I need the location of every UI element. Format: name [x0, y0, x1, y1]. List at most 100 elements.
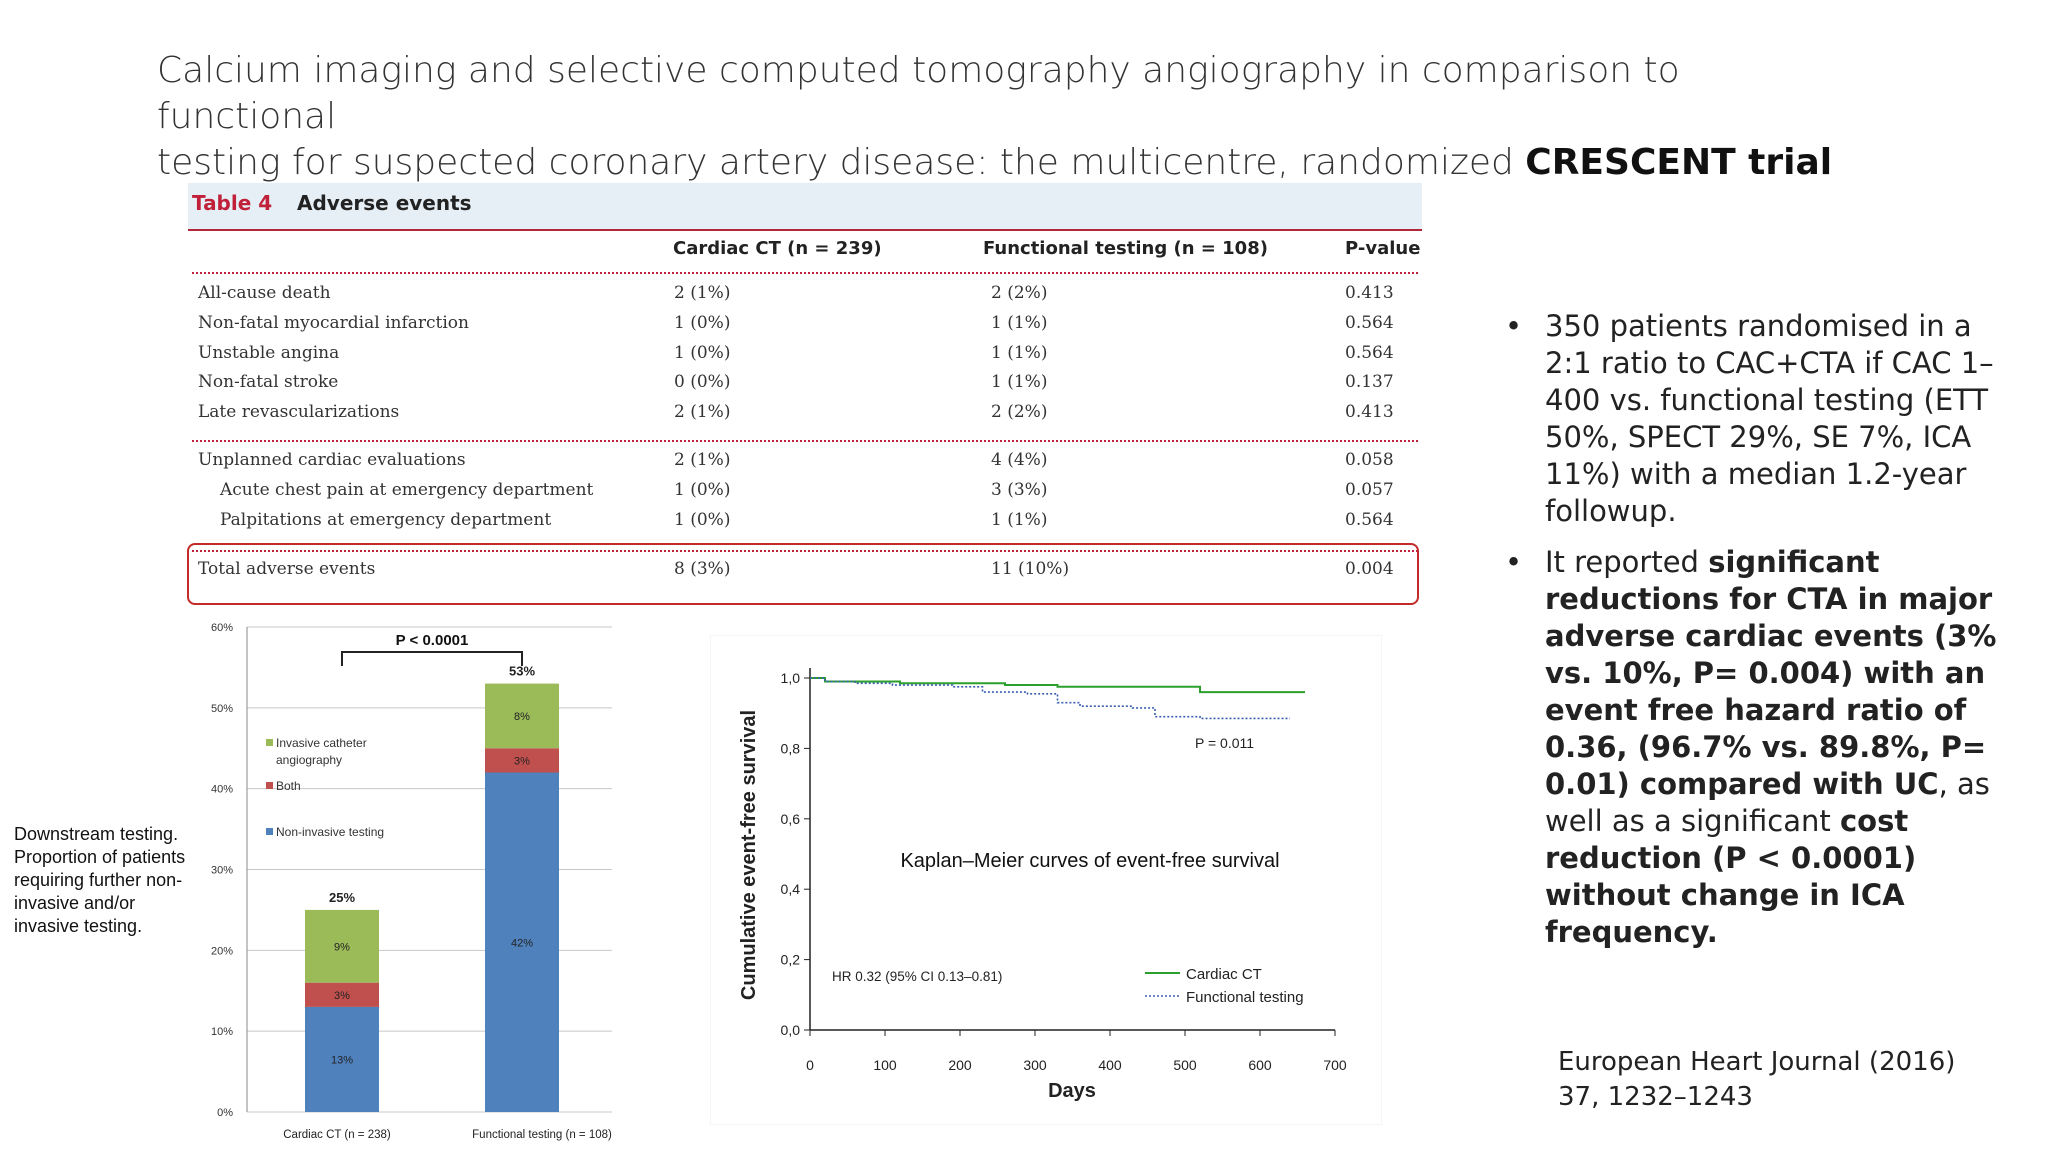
x-tick-label: Cardiac CT (n = 238)	[283, 1129, 391, 1141]
bar-segment	[305, 909, 379, 983]
row-ft-value: 3 (3%)	[991, 480, 1048, 500]
y-tick-label: 50%	[211, 703, 233, 715]
divider	[192, 550, 1418, 552]
row-p-value: 0.004	[1345, 559, 1394, 579]
citation-line-1: European Heart Journal (2016)	[1558, 1047, 1956, 1077]
row-ft-value: 4 (4%)	[991, 450, 1048, 470]
legend-label: Both	[276, 779, 301, 793]
x-tick-label: 600	[1248, 1057, 1272, 1073]
row-p-value: 0.564	[1345, 510, 1394, 530]
p-value-annotation: P < 0.0001	[396, 632, 469, 649]
row-p-value: 0.057	[1345, 480, 1394, 500]
row-ct-value: 1 (0%)	[674, 510, 731, 530]
bullet-list: • 350 patients randomised in a 2:1 ratio…	[1505, 308, 2005, 965]
x-tick-label: 100	[873, 1057, 897, 1073]
bullet-item: • 350 patients randomised in a 2:1 ratio…	[1505, 308, 2005, 530]
bar-segment	[305, 982, 379, 1007]
y-tick-label: 30%	[211, 865, 233, 877]
x-tick-label: 500	[1173, 1057, 1197, 1073]
row-p-value: 0.413	[1345, 402, 1394, 422]
y-tick-label: 60%	[211, 622, 233, 634]
x-tick-label: 200	[948, 1057, 972, 1073]
y-tick-label: 0,2	[781, 952, 801, 968]
y-tick-label: 0,6	[781, 811, 801, 827]
bar-data-label: 13%	[331, 1054, 353, 1066]
row-ft-value: 2 (2%)	[991, 283, 1048, 303]
row-p-value: 0.413	[1345, 283, 1394, 303]
y-tick-label: 1,0	[781, 670, 801, 686]
row-ct-value: 2 (1%)	[674, 450, 731, 470]
title-plain: testing for suspected coronary artery di…	[157, 142, 1526, 183]
row-ft-value: 1 (1%)	[991, 510, 1048, 530]
bar-data-label: 42%	[511, 937, 533, 949]
y-tick-label: 0,4	[781, 881, 801, 897]
row-label: Non-fatal myocardial infarction	[198, 313, 469, 333]
bar-data-label: 8%	[514, 711, 530, 723]
row-label: Unplanned cardiac evaluations	[198, 450, 466, 470]
chart-background	[192, 612, 644, 1152]
y-tick-label: 40%	[211, 784, 233, 796]
y-tick-label: 10%	[211, 1026, 233, 1038]
legend-label: angiography	[276, 753, 342, 767]
legend-swatch	[266, 828, 273, 835]
bar-data-label: 3%	[334, 990, 350, 1002]
x-tick-label: 300	[1023, 1057, 1047, 1073]
row-p-value: 0.058	[1345, 450, 1394, 470]
legend-swatch	[266, 739, 273, 746]
row-label: Unstable angina	[198, 343, 340, 363]
bar-segment	[485, 683, 559, 749]
row-ft-value: 2 (2%)	[991, 402, 1048, 422]
row-label: All-cause death	[198, 283, 331, 303]
row-ct-value: 1 (0%)	[674, 343, 731, 363]
legend-label: Non-invasive testing	[276, 825, 384, 839]
table-number: Table 4	[192, 191, 273, 215]
slide-title: Calcium imaging and selective computed t…	[157, 48, 1857, 186]
row-ct-value: 0 (0%)	[674, 372, 731, 392]
downstream-testing-chart: 0% 10% 20% 30% 40% 50% 60% 13% 3% 9% 25% Cardiac CT…	[192, 612, 644, 1152]
bar-segment	[485, 748, 559, 773]
bullet-text: 350 patients randomised in a 2:1 ratio t…	[1545, 309, 1994, 528]
row-label: Total adverse events	[198, 559, 376, 579]
bullet-dot: •	[1505, 309, 1523, 343]
legend-label: Cardiac CT	[1186, 966, 1262, 983]
row-p-value: 0.564	[1345, 343, 1394, 363]
chart-background	[710, 635, 1382, 1125]
row-ft-value: 11 (10%)	[991, 559, 1070, 579]
row-label: Acute chest pain at emergency department	[220, 480, 594, 500]
bullet-text: It reported	[1545, 545, 1709, 579]
bar-segment	[485, 772, 559, 1112]
x-tick-label: 400	[1098, 1057, 1122, 1073]
title-line-1: Calcium imaging and selective computed t…	[157, 50, 1680, 137]
km-caption: Kaplan–Meier curves of event-free surviv…	[900, 850, 1279, 872]
x-tick-label: 0	[806, 1057, 814, 1073]
legend-label: Functional testing	[1186, 989, 1304, 1006]
bar-total-label: 25%	[329, 890, 355, 905]
row-ft-value: 1 (1%)	[991, 372, 1048, 392]
row-ct-value: 2 (1%)	[674, 402, 731, 422]
table-header-bar: Table 4 Adverse events	[188, 183, 1422, 231]
x-tick-label: Functional testing (n = 108)	[472, 1129, 612, 1141]
x-tick-label: 700	[1323, 1057, 1347, 1073]
y-tick-label: 0,8	[781, 740, 801, 756]
row-ft-value: 1 (1%)	[991, 313, 1048, 333]
divider	[192, 272, 1418, 274]
hazard-ratio-annotation: HR 0.32 (95% CI 0.13–0.81)	[832, 969, 1002, 984]
bar-data-label: 3%	[514, 755, 530, 767]
row-ct-value: 1 (0%)	[674, 480, 731, 500]
bar-total-label: 53%	[509, 664, 535, 679]
total-row-highlight	[187, 543, 1419, 605]
row-label: Non-fatal stroke	[198, 372, 339, 392]
bullet-bold: cost reduction (P < 0.0001) without chan…	[1545, 804, 1917, 949]
row-ft-value: 1 (1%)	[991, 343, 1048, 363]
divider	[192, 440, 1418, 442]
bullet-dot: •	[1505, 545, 1523, 579]
row-ct-value: 8 (3%)	[674, 559, 731, 579]
p-value-annotation: P = 0.011	[1195, 735, 1254, 751]
adverse-events-table: Table 4 Adverse events Cardiac CT (n = 2…	[187, 183, 1422, 608]
kaplan-meier-chart: 0,0 0,2 0,4 0,6 0,8 1,0 0 100 200 300 400 500 600 700…	[710, 635, 1382, 1125]
bullet-item: • It reported significant reductions for…	[1505, 544, 2005, 951]
bullet-bold: significant reductions for CTA in major …	[1545, 545, 1997, 801]
col-header-ft: Functional testing (n = 108)	[983, 238, 1268, 259]
side-note: Downstream testing. Proportion of patien…	[14, 824, 186, 936]
title-line-2: testing for suspected coronary artery di…	[157, 140, 1857, 186]
